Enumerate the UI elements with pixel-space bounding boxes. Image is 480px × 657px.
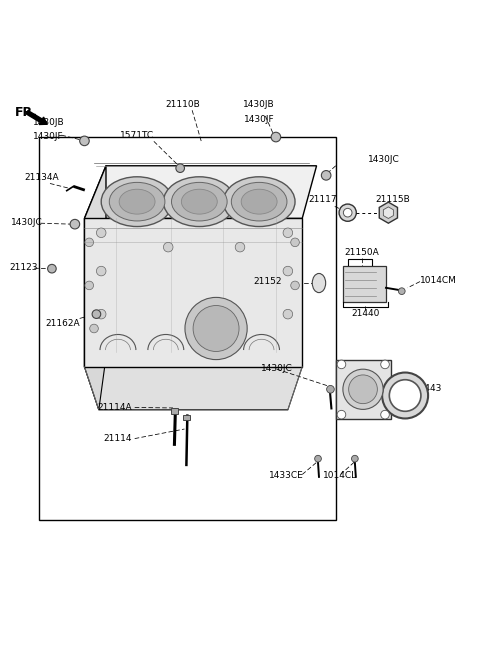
Text: 21117: 21117 — [308, 195, 336, 204]
Circle shape — [382, 373, 428, 419]
Circle shape — [193, 306, 239, 351]
Ellipse shape — [223, 177, 295, 227]
Text: 1430JF: 1430JF — [244, 115, 275, 124]
Circle shape — [348, 375, 377, 403]
Polygon shape — [379, 202, 397, 223]
Text: 1430JC: 1430JC — [261, 364, 293, 373]
Text: 21152: 21152 — [253, 277, 282, 286]
Polygon shape — [84, 166, 317, 218]
Circle shape — [96, 228, 106, 238]
Ellipse shape — [231, 183, 287, 221]
Text: 1430JB: 1430JB — [33, 118, 64, 127]
Circle shape — [291, 281, 300, 290]
Circle shape — [176, 164, 184, 173]
Circle shape — [271, 132, 281, 142]
Text: 21114: 21114 — [104, 434, 132, 443]
Ellipse shape — [312, 273, 325, 292]
Circle shape — [389, 380, 421, 411]
Circle shape — [85, 238, 94, 246]
Text: 21150A: 21150A — [345, 248, 379, 257]
Polygon shape — [84, 367, 302, 410]
Circle shape — [163, 242, 173, 252]
Polygon shape — [84, 166, 106, 367]
Ellipse shape — [181, 189, 217, 214]
Circle shape — [70, 219, 80, 229]
Ellipse shape — [241, 189, 277, 214]
Ellipse shape — [109, 183, 165, 221]
Polygon shape — [84, 314, 106, 410]
Circle shape — [96, 266, 106, 276]
Circle shape — [235, 242, 245, 252]
Text: 21115B: 21115B — [376, 195, 410, 204]
Bar — [39, 137, 336, 520]
Circle shape — [96, 309, 106, 319]
Text: 21440: 21440 — [351, 309, 380, 319]
FancyBboxPatch shape — [336, 359, 391, 419]
Circle shape — [337, 360, 346, 369]
Circle shape — [381, 360, 389, 369]
Text: 21443: 21443 — [413, 384, 442, 393]
Polygon shape — [343, 266, 386, 302]
Ellipse shape — [163, 177, 235, 227]
FancyArrow shape — [26, 110, 47, 124]
Text: 21162A: 21162A — [46, 319, 80, 328]
Text: 1430JC: 1430JC — [11, 217, 43, 227]
Circle shape — [283, 266, 293, 276]
Text: 1433CE: 1433CE — [269, 471, 304, 480]
Circle shape — [85, 281, 94, 290]
Circle shape — [291, 238, 300, 246]
Text: 21110B: 21110B — [165, 101, 200, 109]
Text: 1430JB: 1430JB — [243, 101, 275, 109]
Ellipse shape — [101, 177, 173, 227]
Text: 1014CL: 1014CL — [324, 471, 358, 480]
Circle shape — [48, 264, 56, 273]
Circle shape — [398, 288, 405, 294]
Text: 1430JF: 1430JF — [33, 132, 64, 141]
Circle shape — [326, 386, 334, 393]
Text: 1571TC: 1571TC — [120, 131, 154, 141]
Text: 21123: 21123 — [10, 263, 38, 272]
Circle shape — [283, 228, 293, 238]
Circle shape — [343, 369, 383, 409]
Circle shape — [351, 455, 358, 462]
Circle shape — [92, 310, 101, 319]
Text: 1430JC: 1430JC — [368, 155, 399, 164]
Circle shape — [283, 309, 293, 319]
Ellipse shape — [119, 189, 155, 214]
Circle shape — [90, 324, 98, 333]
Circle shape — [343, 208, 352, 217]
Circle shape — [185, 298, 247, 359]
Text: FR.: FR. — [15, 106, 38, 119]
Bar — [170, 408, 178, 414]
Circle shape — [80, 136, 89, 146]
Circle shape — [337, 411, 346, 419]
Polygon shape — [84, 218, 302, 367]
Text: 21114A: 21114A — [98, 403, 132, 412]
Bar — [183, 415, 190, 420]
Circle shape — [322, 171, 331, 180]
Circle shape — [315, 455, 322, 462]
Text: 1014CM: 1014CM — [420, 276, 457, 285]
Ellipse shape — [171, 183, 227, 221]
Circle shape — [381, 411, 389, 419]
Polygon shape — [384, 207, 394, 219]
Text: 21134A: 21134A — [24, 173, 59, 181]
Circle shape — [339, 204, 356, 221]
